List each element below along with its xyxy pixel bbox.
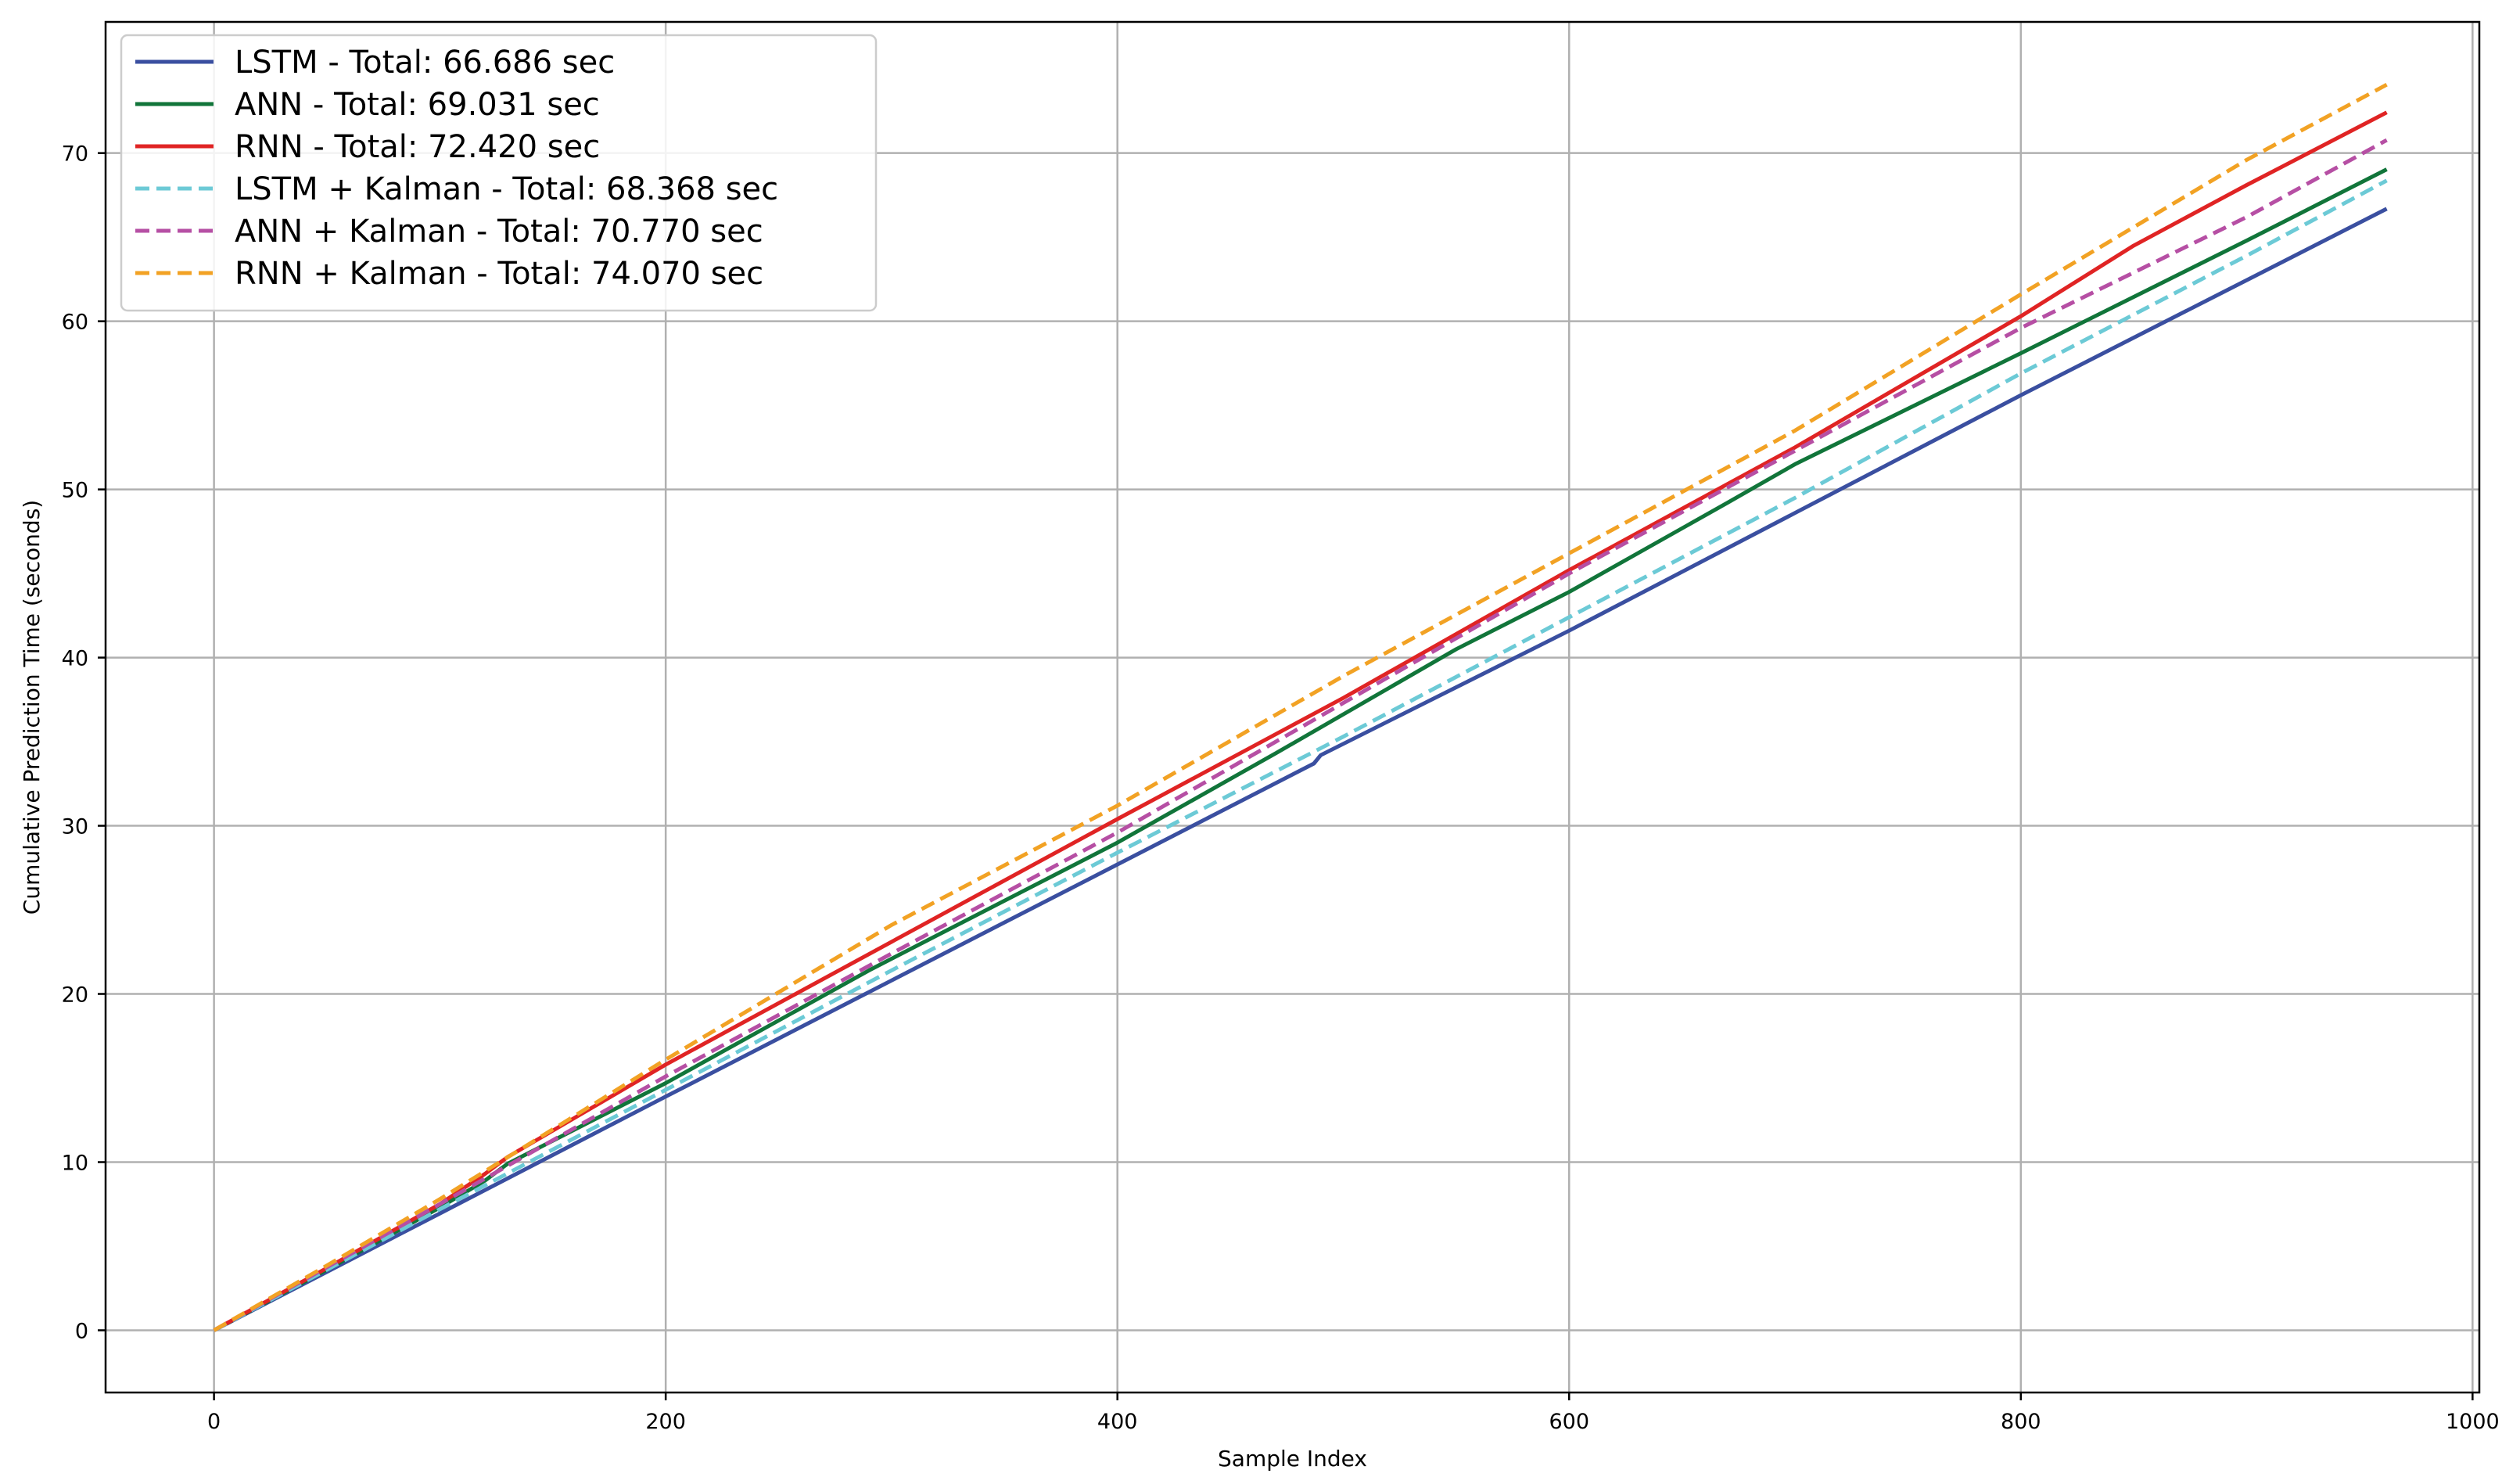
axis-ticks: 0 200 400 600 800 1000 0 10 20 30 40 50 60 70 [62,142,2500,1434]
legend-label-2: RNN - Total: 72.420 sec [235,129,600,165]
y-tick-label: 30 [62,815,88,839]
y-tick-label: 50 [62,479,88,503]
legend-box [120,34,878,312]
legend-label-0: LSTM - Total: 66.686 sec [235,45,615,81]
plot-frame [104,20,2481,1394]
y-tick-label: 70 [62,142,88,167]
x-tick-label: 600 [1549,1410,1589,1434]
series-line-0 [213,207,2388,1332]
x-tick-label: 1000 [2446,1410,2500,1434]
x-tick-label: 800 [2001,1410,2041,1434]
y-axis-label: Cumulative Prediction Time (seconds) [19,500,45,915]
series-line-5 [213,82,2388,1332]
y-tick-label: 60 [62,311,88,335]
legend-label-5: RNN + Kalman - Total: 74.070 sec [235,256,763,292]
series-line-3 [213,178,2388,1332]
legend: LSTM - Total: 66.686 sec ANN - Total: 69.… [120,34,878,312]
x-tick-label: 200 [645,1410,686,1434]
y-tick-label: 40 [62,647,88,671]
x-axis-label: Sample Index [1218,1446,1367,1472]
series-line-1 [213,167,2388,1332]
y-tick-label: 0 [75,1319,88,1343]
legend-label-4: ANN + Kalman - Total: 70.770 sec [235,214,763,250]
legend-label-1: ANN - Total: 69.031 sec [235,87,600,123]
y-tick-label: 10 [62,1151,88,1175]
series-line-4 [213,138,2388,1332]
y-tick-label: 20 [62,983,88,1008]
x-tick-label: 400 [1097,1410,1138,1434]
series-lines [213,82,2388,1332]
legend-label-3: LSTM + Kalman - Total: 68.368 sec [235,171,778,207]
x-tick-label: 0 [207,1410,221,1434]
